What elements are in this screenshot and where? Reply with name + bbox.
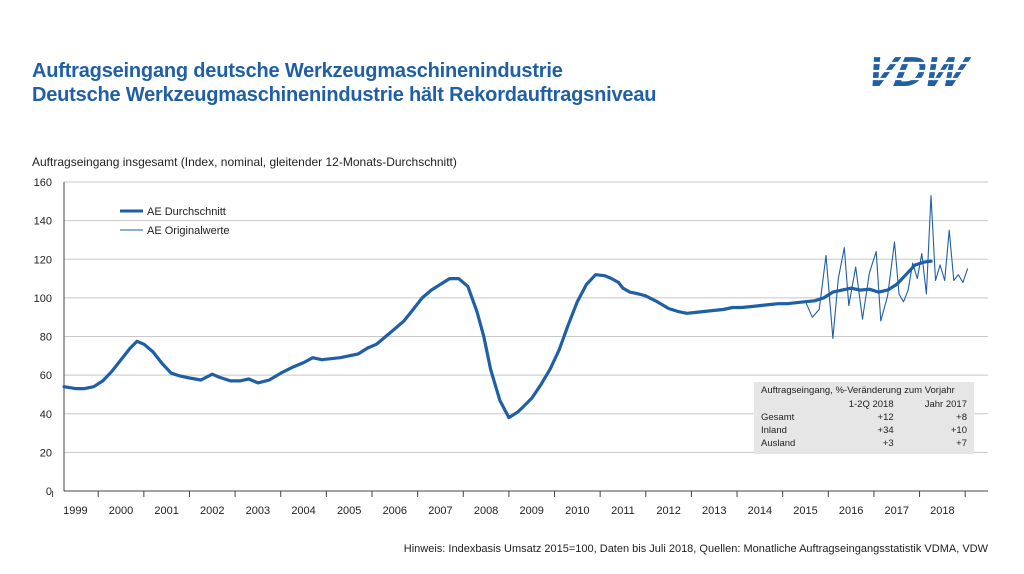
- x-tick-label: 2001: [154, 505, 178, 517]
- series-group: [62, 194, 969, 420]
- x-tick-label: 2017: [884, 505, 908, 517]
- table-row: Inland +34 +10: [758, 424, 970, 437]
- table-cell: +8: [956, 411, 967, 423]
- x-tick-label: 1999: [63, 505, 87, 517]
- y-tick-label: 140: [34, 216, 52, 228]
- y-tick-label: 0: [46, 486, 52, 498]
- table-col-header: 1-2Q 2018: [848, 398, 894, 410]
- x-tick-label: 2006: [383, 505, 407, 517]
- x-tick-label: 2012: [656, 505, 680, 517]
- x-tick-label: 2009: [519, 505, 543, 517]
- change-table-title: Auftragseingang, %-Veränderung zum Vorja…: [761, 385, 955, 396]
- x-tick-label: 2018: [930, 505, 954, 517]
- series-line-original: [804, 194, 969, 339]
- table-row-label: Ausland: [761, 437, 796, 449]
- x-tick-label: 2007: [428, 505, 452, 517]
- y-axis: 0 20 40 60 80 100 120 140 160: [34, 177, 52, 498]
- legend-label-original: AE Originalwerte: [147, 225, 230, 237]
- series-line-average: [62, 259, 933, 420]
- title-line-2: Deutsche Werkzeugmaschinenindustrie hält…: [32, 84, 657, 106]
- table-cell: +34: [877, 424, 894, 436]
- title-line-1: Auftragseingang deutsche Werkzeugmaschin…: [32, 60, 563, 82]
- table-row: Gesamt +12 +8: [758, 411, 970, 424]
- table-cell: +3: [882, 437, 894, 449]
- table-header-row: 1-2Q 2018 Jahr 2017: [758, 398, 970, 411]
- x-tick-label: 2005: [337, 505, 361, 517]
- y-tick-label: 60: [40, 370, 52, 382]
- x-tick-label: 2004: [291, 505, 315, 517]
- x-tick-label: 2015: [793, 505, 817, 517]
- table-cell: +12: [877, 411, 894, 423]
- x-tick-label: 2000: [109, 505, 133, 517]
- x-tick-label: 2002: [200, 505, 224, 517]
- change-table: Auftragseingang, %-Veränderung zum Vorja…: [754, 382, 974, 454]
- table-cell: +7: [956, 437, 967, 449]
- footnote: Hinweis: Indexbasis Umsatz 2015=100, Dat…: [403, 543, 988, 555]
- x-axis: 1999 2000 2001 2002 2003 2004 2005 2006 2007 2008…: [52, 182, 988, 517]
- x-tick-label: 2014: [748, 505, 772, 517]
- legend: AE Durchschnitt AE Originalwerte: [120, 206, 230, 237]
- table-header-empty: [758, 398, 819, 411]
- table-row-label: Inland: [761, 424, 787, 436]
- y-axis-title: Auftragseingang insgesamt (Index, nomina…: [32, 155, 457, 169]
- y-tick-label: 160: [34, 177, 52, 189]
- x-tick-label: 2003: [246, 505, 270, 517]
- x-tick-label: 2010: [565, 505, 589, 517]
- table-col-header: Jahr 2017: [924, 398, 967, 410]
- change-table-grid: 1-2Q 2018 Jahr 2017 Gesamt +12 +8 Inland…: [758, 398, 970, 450]
- y-tick-label: 40: [40, 409, 52, 421]
- x-tick-label: 2008: [474, 505, 498, 517]
- table-cell: +10: [950, 424, 967, 436]
- y-tick-label: 100: [34, 293, 52, 305]
- x-tick-label: 2016: [839, 505, 863, 517]
- x-tick-label: 2013: [702, 505, 726, 517]
- y-tick-label: 120: [34, 254, 52, 266]
- y-tick-label: 20: [40, 447, 52, 459]
- legend-label-average: AE Durchschnitt: [147, 206, 226, 218]
- table-row-label: Gesamt: [761, 411, 795, 423]
- y-tick-label: 80: [40, 332, 52, 344]
- vdw-logo: VDW: [862, 50, 988, 92]
- table-row: Ausland +3 +7: [758, 437, 970, 450]
- x-tick-label: 2011: [611, 505, 635, 517]
